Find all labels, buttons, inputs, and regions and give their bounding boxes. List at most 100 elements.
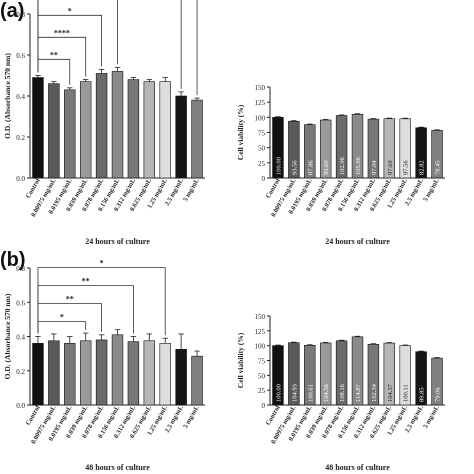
od48-y-tick-label: 0.4	[16, 334, 25, 342]
cv48-value-label: 100.11	[403, 384, 410, 402]
cv24-y-tick-label: 75	[258, 130, 266, 138]
od24-bar	[64, 89, 76, 179]
od48-bar	[127, 341, 140, 406]
od24-significance-bracket	[37, 0, 182, 89]
od24-bar	[175, 95, 187, 179]
cv48-value-label: 104.37	[387, 383, 394, 402]
cv24-y-tick-label: 0	[262, 175, 266, 183]
panel-label-a: (a)	[0, 0, 25, 22]
od24-significance-label: **	[50, 50, 58, 59]
od48-significance-bracket	[37, 321, 87, 334]
cv48-y-tick-label: 125	[255, 328, 266, 336]
od24-bar	[143, 81, 156, 179]
cv24-y-tick-label: 25	[258, 160, 266, 168]
cv48-y-tick-label: 50	[258, 372, 266, 380]
od24-significance-bracket	[37, 0, 118, 73]
cv48-y-tick-label: 100	[255, 343, 266, 351]
cv24-x-axis-label: 24 hours of culture	[325, 237, 390, 246]
cv48-value-label: 100.61	[307, 384, 314, 402]
od24-significance-label: *	[68, 6, 72, 15]
cv48-value-label: 104.93	[291, 384, 298, 402]
cv48-value-label: 104.56	[323, 383, 330, 402]
od48-significance-label: *	[100, 259, 104, 268]
cv24-y-tick-label: 100	[255, 114, 266, 122]
cv48-value-label: 79.06	[435, 387, 442, 402]
od48-bar	[111, 334, 124, 406]
od24-x-axis-label: 24 hours of culture	[85, 237, 150, 246]
od48-significance-label: *	[60, 313, 64, 322]
cv48-value-label: 114.87	[355, 384, 362, 402]
od48-bar	[64, 343, 76, 406]
od48-bar	[79, 340, 92, 406]
od48-y-tick-label: 0.0	[16, 402, 25, 410]
cv48-x-axis-label: 48 hours of culture	[325, 463, 390, 472]
od24-bar	[48, 83, 60, 179]
od24-y-tick-label: 0.0	[16, 175, 25, 183]
od48-y-tick-label: 0.2	[16, 368, 25, 376]
od48-bar	[175, 349, 187, 406]
cv24-value-label: 97.56	[403, 160, 410, 175]
cv24-category-label: Control	[265, 177, 282, 199]
cv24-y-axis-label: Cell viability (%)	[236, 104, 245, 160]
od48-bar	[159, 343, 171, 406]
od24-bar	[159, 81, 171, 179]
od48-y-tick-label: 0.8	[16, 265, 25, 273]
cv48-y-tick-label: 75	[258, 358, 266, 366]
od24-bar	[191, 99, 203, 179]
od48-significance-bracket	[37, 303, 102, 334]
od24-y-tick-label: 0.8	[16, 11, 25, 19]
cv24-value-label: 93.56	[291, 160, 298, 175]
cv24-value-label: 82.82	[419, 160, 426, 175]
od24-significance-bracket	[37, 0, 198, 96]
cv48-value-label: 108.16	[339, 383, 346, 402]
od24-y-tick-label: 0.2	[16, 134, 25, 142]
cv48-category-label: 5 mg/mL	[422, 404, 441, 430]
od24-category-label: 5 mg/mL	[182, 177, 201, 203]
od48-category-label: Control	[25, 404, 42, 426]
cv24-value-label: 100.00	[275, 157, 282, 175]
od24-y-tick-label: 0.4	[16, 93, 25, 101]
cv48-y-tick-label: 150	[255, 313, 266, 321]
panel-label-b: (b)	[0, 249, 26, 271]
cv48-category-label: Control	[265, 404, 282, 426]
od48-x-axis-label: 48 hours of culture	[85, 463, 150, 472]
cv48-value-label: 89.85	[419, 387, 426, 402]
cv24-value-label: 105.06	[355, 156, 362, 175]
cv48-y-axis-label: Cell viability (%)	[236, 332, 245, 388]
od24-bar	[95, 73, 108, 179]
od24-category-label: Control	[25, 177, 42, 199]
cv24-y-tick-label: 125	[255, 99, 266, 107]
od48-significance-label: **	[66, 295, 74, 304]
od24-significance-label: ****	[54, 28, 70, 37]
od24-y-tick-label: 0.6	[16, 52, 25, 60]
od48-bar	[48, 340, 60, 406]
cv48-value-label: 102.34	[371, 383, 378, 402]
cv24-value-label: 78.45	[435, 160, 442, 175]
cv48-y-tick-label: 25	[258, 387, 266, 395]
od48-significance-label: **	[82, 277, 90, 286]
cv24-y-tick-label: 50	[258, 145, 266, 153]
od24-significance-bracket	[37, 36, 87, 77]
od24-bar	[79, 81, 92, 179]
od48-bar	[191, 355, 203, 406]
od48-significance-bracket	[37, 267, 166, 336]
cv24-value-label: 97.04	[371, 160, 378, 175]
od24-y-axis-label: O.D. (Absorbance 570 nm)	[3, 53, 12, 139]
od48-bar	[143, 340, 156, 406]
cv24-category-label: 5 mg/mL	[422, 177, 441, 203]
od48-y-axis-label: O.D. (Absorbance 570 nm)	[3, 293, 12, 379]
cv24-value-label: 87.86	[307, 160, 314, 175]
cv24-value-label: 102.96	[339, 156, 346, 175]
cv48-y-tick-label: 0	[262, 402, 266, 410]
od48-category-label: 5 mg/mL	[182, 404, 201, 430]
cv48-value-label: 100.00	[275, 384, 282, 402]
od48-y-tick-label: 0.6	[16, 299, 25, 307]
od48-bar	[32, 343, 44, 406]
od24-bar	[127, 79, 140, 179]
od48-bar	[95, 339, 108, 406]
od24-bar	[111, 71, 124, 179]
cv24-value-label: 97.69	[387, 160, 394, 175]
od24-bar	[32, 77, 44, 179]
